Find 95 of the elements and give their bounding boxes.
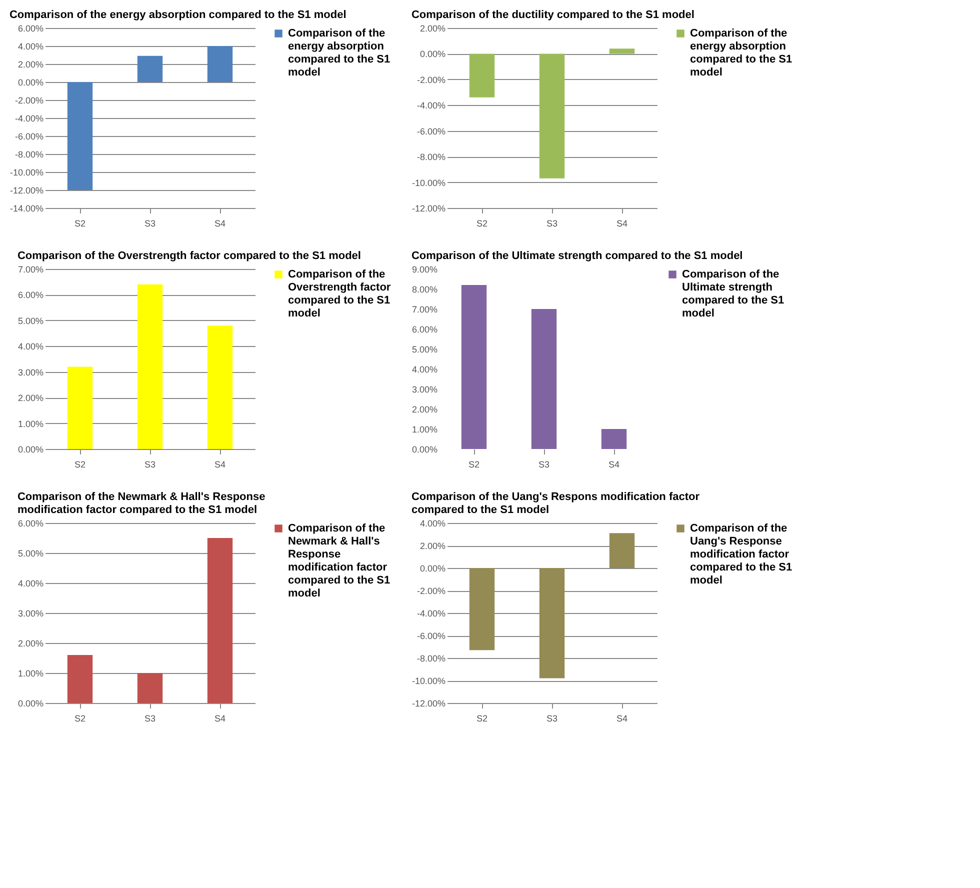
y-tick-label: 3.00%: [412, 384, 438, 394]
y-tick-label: -8.00%: [14, 150, 44, 160]
y-tick-label: 3.00%: [18, 367, 44, 378]
bar: [137, 673, 163, 703]
chart-title: Comparison of the energy absorption compared to the S1 model: [9, 9, 346, 21]
y-tick-label: -10.00%: [10, 168, 44, 178]
legend-label: Comparison of the energy absorption compared to the S1 model: [690, 28, 792, 78]
x-tick-label: S3: [144, 714, 156, 724]
bar: [531, 309, 557, 449]
y-tick-label: -4.00%: [416, 608, 446, 618]
y-tick-label: 0.00%: [412, 444, 438, 454]
y-tick-label: 2.00%: [18, 638, 44, 648]
y-tick-label: 3.00%: [18, 608, 44, 618]
x-tick-label: S2: [74, 218, 86, 228]
bar: [207, 46, 233, 82]
y-tick-label: -6.00%: [416, 631, 446, 641]
y-tick-label: 0.00%: [420, 49, 446, 60]
y-tick-label: -6.00%: [14, 132, 44, 142]
y-tick-label: -8.00%: [416, 152, 446, 162]
y-tick-label: 5.00%: [18, 548, 44, 558]
y-tick-label: -2.00%: [416, 586, 446, 596]
bar: [207, 538, 233, 703]
y-tick-label: 8.00%: [412, 284, 438, 294]
y-tick-label: 0.00%: [18, 698, 44, 708]
legend-label: Comparison of the Newmark & Hall's Response modification factor compared to the S1 model: [288, 522, 390, 600]
y-tick-label: 1.00%: [18, 418, 44, 429]
chart-title: Comparison of the Overstrength factor compared to the S1 model: [17, 250, 361, 262]
y-tick-label: -4.00%: [416, 100, 446, 111]
x-tick-label: S2: [74, 460, 86, 470]
x-tick-label: S2: [468, 460, 480, 470]
chart-title: Comparison of the Uang's Respons modification factor compared to the S1 model: [411, 491, 700, 516]
y-tick-label: 4.00%: [18, 342, 44, 352]
y-tick-label: -10.00%: [412, 178, 446, 188]
bar: [461, 285, 487, 449]
bar: [67, 82, 93, 190]
bar: [137, 284, 163, 449]
y-tick-label: -2.00%: [416, 74, 446, 85]
x-tick-label: S3: [144, 460, 156, 470]
chart-title: Comparison of the Ultimate strength compared to the S1 model: [411, 250, 743, 262]
legend-label: Comparison of the Uang's Response modification factor compared to the S1 model: [690, 522, 792, 586]
y-tick-label: 4.00%: [420, 518, 446, 528]
x-tick-label: S4: [608, 460, 620, 470]
y-tick-label: -10.00%: [412, 676, 446, 686]
y-tick-label: -12.00%: [412, 204, 446, 214]
y-tick-label: 2.00%: [420, 541, 446, 551]
y-tick-label: 6.00%: [18, 24, 44, 34]
x-tick-label: S4: [214, 714, 226, 724]
x-tick-label: S3: [538, 460, 550, 470]
y-tick-label: 5.00%: [412, 344, 438, 354]
y-tick-label: 9.00%: [412, 264, 438, 274]
y-tick-label: 4.00%: [18, 42, 44, 52]
legend-label: Comparison of the Overstrength factor compared to the S1 model: [288, 268, 392, 320]
y-tick-label: -12.00%: [412, 698, 446, 708]
y-tick-label: 2.00%: [18, 60, 44, 70]
y-tick-label: 6.00%: [412, 324, 438, 334]
x-tick-label: S2: [74, 714, 86, 724]
x-tick-label: S4: [616, 714, 628, 724]
y-tick-label: -12.00%: [10, 186, 44, 196]
bar: [67, 655, 93, 703]
bar: [207, 326, 233, 449]
x-tick-label: S2: [476, 218, 488, 228]
x-tick-label: S3: [546, 218, 558, 228]
x-tick-label: S4: [214, 218, 226, 228]
y-tick-label: 0.00%: [18, 78, 44, 88]
chart-title: Comparison of the Newmark & Hall's Response modification factor compared to the S1 model: [17, 491, 266, 516]
y-tick-label: -6.00%: [416, 126, 446, 136]
x-tick-label: S4: [214, 460, 226, 470]
y-tick-label: 7.00%: [412, 304, 438, 314]
y-tick-label: 6.00%: [18, 290, 44, 300]
bar: [601, 429, 627, 449]
bar: [137, 56, 163, 82]
y-tick-label: 6.00%: [18, 518, 44, 528]
y-tick-label: 1.00%: [412, 424, 438, 434]
y-tick-label: 2.00%: [18, 393, 44, 404]
x-tick-label: S2: [476, 714, 488, 724]
y-tick-label: -4.00%: [14, 114, 44, 124]
y-tick-label: 5.00%: [18, 316, 44, 326]
y-tick-label: 0.00%: [420, 564, 446, 574]
y-tick-label: -14.00%: [10, 204, 44, 214]
legend-label: Comparison of the Ultimate strength compared to the S1 model: [682, 268, 784, 320]
y-tick-label: 2.00%: [420, 24, 446, 34]
y-tick-label: 0.00%: [18, 444, 44, 454]
y-tick-label: 4.00%: [412, 364, 438, 374]
y-tick-label: 7.00%: [18, 264, 44, 274]
y-tick-label: -2.00%: [14, 96, 44, 106]
chart-title: Comparison of the ductility compared to the S1 model: [411, 9, 694, 21]
x-tick-label: S4: [616, 218, 628, 228]
x-tick-label: S3: [144, 218, 156, 228]
x-tick-label: S3: [546, 714, 558, 724]
y-tick-label: 1.00%: [18, 668, 44, 678]
y-tick-label: -8.00%: [416, 654, 446, 664]
y-tick-label: 4.00%: [18, 578, 44, 588]
legend-label: Comparison of the energy absorption compared to the S1 model: [288, 28, 390, 78]
y-tick-label: 2.00%: [412, 404, 438, 414]
bar: [67, 366, 93, 449]
